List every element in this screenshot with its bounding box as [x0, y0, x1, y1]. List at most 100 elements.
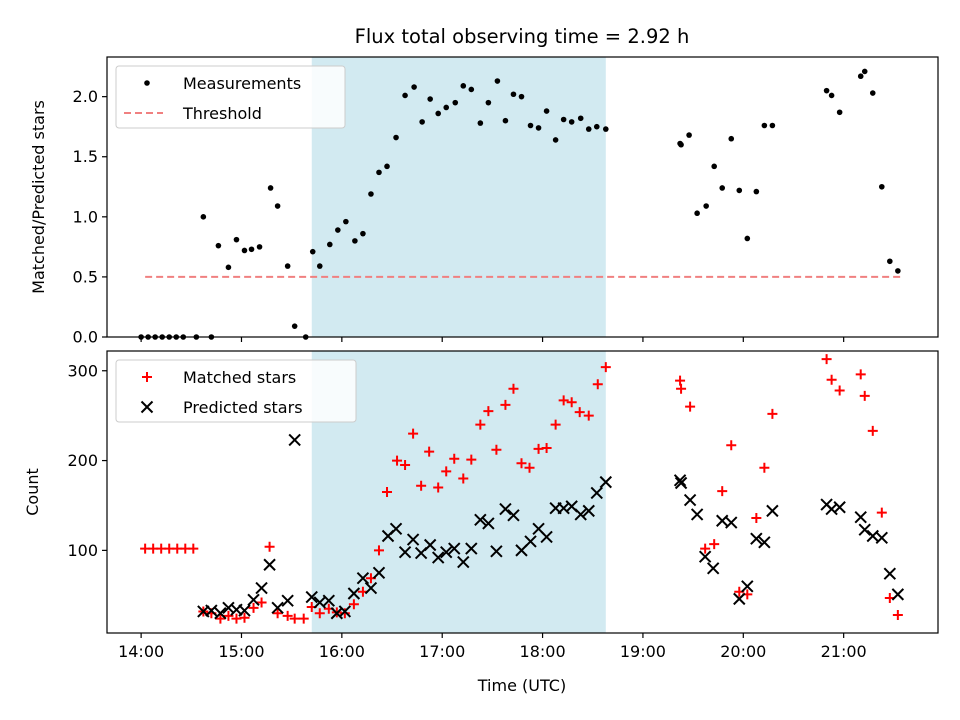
y-tick-label: 200	[67, 451, 98, 470]
data-point	[494, 78, 501, 84]
data-point	[694, 210, 700, 217]
data-point	[272, 608, 283, 619]
data-point	[540, 530, 553, 544]
data-point	[335, 227, 341, 233]
data-point	[233, 236, 240, 243]
data-point	[858, 523, 871, 536]
y-tick-label: 100	[67, 541, 98, 560]
observing-interval-shade	[311, 57, 606, 337]
data-point	[282, 610, 293, 621]
data-point	[744, 235, 751, 242]
data-point	[248, 602, 259, 613]
data-point	[502, 117, 509, 124]
data-point	[316, 263, 323, 269]
data-point	[406, 533, 420, 546]
data-point	[603, 126, 609, 132]
data-point	[719, 185, 726, 191]
data-point	[338, 605, 352, 618]
data-point	[392, 455, 403, 466]
data-point	[574, 508, 587, 521]
data-point	[411, 84, 417, 90]
data-point	[298, 613, 309, 624]
data-point	[700, 543, 711, 554]
data-point	[289, 613, 300, 624]
chart-title: Flux total observing time = 2.92 h	[355, 25, 690, 48]
data-point	[466, 454, 477, 465]
data-point	[376, 169, 382, 176]
data-point	[751, 513, 762, 524]
data-point	[878, 183, 885, 190]
data-point	[711, 163, 717, 170]
data-point	[736, 187, 743, 194]
data-point	[821, 354, 832, 365]
legend-label: Matched stars	[183, 368, 296, 387]
data-point	[475, 419, 486, 430]
data-point	[728, 135, 735, 142]
y-tick-label: 0.5	[73, 267, 98, 286]
legend-box	[115, 359, 357, 423]
data-point	[223, 610, 234, 621]
data-point	[398, 545, 412, 559]
data-point	[373, 545, 384, 556]
legend-entry: Threshold	[124, 104, 262, 123]
data-point	[516, 458, 527, 469]
legend-dot-swatch	[144, 80, 150, 86]
y-axis-label: Count	[23, 468, 42, 516]
data-point	[499, 502, 512, 516]
x-axis-label: Time (UTC)	[477, 676, 566, 695]
data-point	[717, 486, 728, 497]
data-point	[423, 538, 437, 552]
data-point	[389, 522, 403, 536]
data-point	[706, 562, 720, 575]
data-point	[690, 508, 704, 521]
data-point	[443, 104, 450, 111]
bottom-panel-counts: 100 200 300 14:00 15:00 16:00 17:00 18:00 19:00 2…	[23, 350, 939, 661]
x-tick-label: 19:00	[620, 642, 666, 661]
data-point	[448, 542, 461, 555]
data-point	[452, 99, 459, 106]
data-point	[274, 203, 281, 209]
y-tick-label: 0.0	[73, 328, 98, 347]
data-point	[759, 462, 770, 473]
observing-interval-shade	[311, 351, 606, 633]
data-point	[875, 531, 889, 545]
data-point	[859, 390, 870, 401]
data-point	[524, 462, 535, 473]
y-tick-label: 1.5	[73, 147, 98, 166]
data-point	[543, 108, 550, 114]
data-point	[566, 397, 577, 408]
data-point	[352, 238, 358, 244]
data-point	[733, 592, 746, 606]
data-point	[826, 374, 837, 385]
data-point	[364, 581, 378, 595]
legend-label: Measurements	[183, 74, 301, 93]
data-point	[726, 440, 737, 451]
legend-entry: Measurements	[144, 74, 301, 93]
data-point	[441, 466, 452, 477]
data-point	[416, 480, 427, 491]
data-point	[431, 551, 445, 564]
data-point	[400, 460, 411, 471]
data-point	[248, 246, 255, 253]
data-point	[256, 597, 267, 608]
data-point	[510, 91, 517, 98]
legend-entry: Predicted stars	[140, 398, 303, 417]
data-point	[750, 532, 763, 545]
data-point	[823, 87, 830, 94]
data-point	[419, 119, 425, 125]
data-point	[440, 545, 453, 559]
y-tick-label: 2.0	[73, 87, 98, 106]
data-point	[527, 122, 534, 129]
top-panel-ratio: 0.0 0.5 1.0 1.5 2.0 Matched/Predicted stars Me…	[29, 56, 939, 347]
data-point	[895, 268, 901, 274]
data-point	[836, 109, 843, 116]
data-point	[477, 120, 484, 126]
legend-entry: Matched stars	[142, 368, 296, 387]
data-point	[468, 86, 475, 93]
data-point	[225, 264, 232, 271]
data-point	[674, 476, 688, 490]
data-point	[854, 510, 867, 524]
data-point	[676, 383, 687, 394]
data-point	[861, 68, 868, 75]
data-point	[264, 541, 275, 552]
